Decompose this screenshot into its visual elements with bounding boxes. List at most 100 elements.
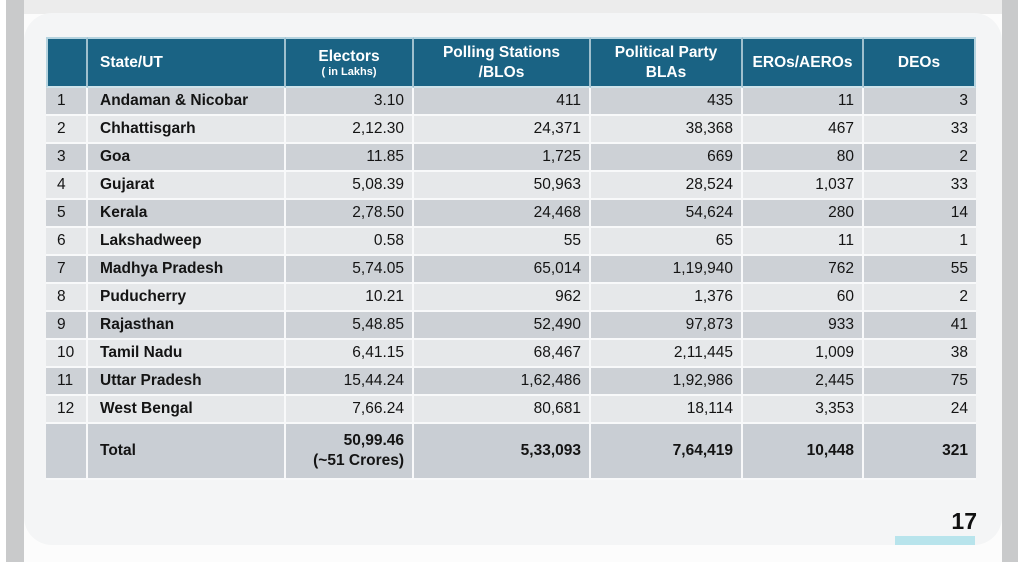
table-row: 1 Andaman & Nicobar 3.10 411 435 11 3	[46, 88, 976, 116]
cell-state: Chhattisgarh	[88, 116, 286, 144]
header-cell-political-party-blas: Political Party BLAs	[591, 37, 743, 88]
cell-eros: 280	[743, 200, 864, 228]
header-label: BLAs	[645, 63, 687, 81]
total-electors-value: 50,99.46	[343, 431, 404, 449]
cell-polling-stations: 24,371	[414, 116, 591, 144]
cell-party-blas: 2,11,445	[591, 340, 743, 368]
table-total-row: Total 50,99.46 (~51 Crores) 5,33,093 7,6…	[46, 424, 976, 480]
cell-polling-stations: 1,62,486	[414, 368, 591, 396]
total-electors-note: (~51 Crores)	[313, 452, 404, 469]
cell-deos: 55	[864, 256, 976, 284]
cell-state: Andaman & Nicobar	[88, 88, 286, 116]
cell-polling-stations: 50,963	[414, 172, 591, 200]
cell-row-number: 9	[46, 312, 88, 340]
cell-polling-stations: 55	[414, 228, 591, 256]
cell-deos: 2	[864, 144, 976, 172]
cell-polling-stations: 962	[414, 284, 591, 312]
cell-deos: 14	[864, 200, 976, 228]
cell-party-blas: 669	[591, 144, 743, 172]
cell-party-blas: 65	[591, 228, 743, 256]
header-cell-deos: DEOs	[864, 37, 976, 88]
header-cell-eros-aeros: EROs/AEROs	[743, 37, 864, 88]
cell-electors: 10.21	[286, 284, 414, 312]
cell-eros: 762	[743, 256, 864, 284]
cell-deos: 38	[864, 340, 976, 368]
cell-total-party-blas: 7,64,419	[591, 424, 743, 480]
table-row: 10 Tamil Nadu 6,41.15 68,467 2,11,445 1,…	[46, 340, 976, 368]
cell-party-blas: 18,114	[591, 396, 743, 424]
cell-polling-stations: 65,014	[414, 256, 591, 284]
left-edge-white	[0, 0, 6, 562]
header-cell-state: State/UT	[88, 37, 286, 88]
cell-party-blas: 1,19,940	[591, 256, 743, 284]
table-row: 12 West Bengal 7,66.24 80,681 18,114 3,3…	[46, 396, 976, 424]
cell-total-polling-stations: 5,33,093	[414, 424, 591, 480]
header-cell-polling-stations: Polling Stations /BLOs	[414, 37, 591, 88]
cell-party-blas: 28,524	[591, 172, 743, 200]
cell-deos: 33	[864, 116, 976, 144]
cell-state: Kerala	[88, 200, 286, 228]
cell-polling-stations: 411	[414, 88, 591, 116]
header-cell-electors: Electors ( in Lakhs)	[286, 37, 414, 88]
cell-party-blas: 38,368	[591, 116, 743, 144]
table-row: 2 Chhattisgarh 2,12.30 24,371 38,368 467…	[46, 116, 976, 144]
cell-deos: 41	[864, 312, 976, 340]
cell-row-number: 2	[46, 116, 88, 144]
cell-deos: 75	[864, 368, 976, 396]
cell-eros: 60	[743, 284, 864, 312]
cell-row-number: 6	[46, 228, 88, 256]
cell-deos: 3	[864, 88, 976, 116]
cell-party-blas: 1,92,986	[591, 368, 743, 396]
cell-total-eros: 10,448	[743, 424, 864, 480]
cell-row-number: 4	[46, 172, 88, 200]
cell-electors: 2,12.30	[286, 116, 414, 144]
right-edge-gray	[1002, 0, 1018, 562]
right-edge-white	[1018, 0, 1024, 562]
cell-electors: 5,48.85	[286, 312, 414, 340]
cell-polling-stations: 24,468	[414, 200, 591, 228]
cell-eros: 80	[743, 144, 864, 172]
table-row: 11 Uttar Pradesh 15,44.24 1,62,486 1,92,…	[46, 368, 976, 396]
table-row: 8 Puducherry 10.21 962 1,376 60 2	[46, 284, 976, 312]
table-row: 7 Madhya Pradesh 5,74.05 65,014 1,19,940…	[46, 256, 976, 284]
cell-state: Uttar Pradesh	[88, 368, 286, 396]
cell-eros: 1,037	[743, 172, 864, 200]
cell-polling-stations: 68,467	[414, 340, 591, 368]
electoral-statistics-table: State/UT Electors ( in Lakhs) Polling St…	[46, 37, 976, 480]
cell-electors: 2,78.50	[286, 200, 414, 228]
header-label: State/UT	[100, 53, 163, 71]
cell-state: Goa	[88, 144, 286, 172]
table-row: 3 Goa 11.85 1,725 669 80 2	[46, 144, 976, 172]
cell-eros: 467	[743, 116, 864, 144]
cell-total-electors: 50,99.46 (~51 Crores)	[286, 424, 414, 480]
header-label: Political Party	[614, 44, 718, 62]
header-label: Polling Stations	[442, 44, 561, 62]
table-header-row: State/UT Electors ( in Lakhs) Polling St…	[46, 37, 976, 88]
cell-eros: 11	[743, 88, 864, 116]
header-label: Electors	[318, 47, 380, 65]
cell-party-blas: 97,873	[591, 312, 743, 340]
cell-party-blas: 435	[591, 88, 743, 116]
cell-row-number	[46, 424, 88, 480]
cell-row-number: 3	[46, 144, 88, 172]
cell-electors: 5,08.39	[286, 172, 414, 200]
cell-party-blas: 54,624	[591, 200, 743, 228]
cell-row-number: 11	[46, 368, 88, 396]
cell-eros: 11	[743, 228, 864, 256]
table-row: 6 Lakshadweep 0.58 55 65 11 1	[46, 228, 976, 256]
cell-state: Gujarat	[88, 172, 286, 200]
cell-eros: 2,445	[743, 368, 864, 396]
cell-electors: 11.85	[286, 144, 414, 172]
top-edge-strip	[24, 0, 1002, 14]
page-number-accent-bar	[895, 536, 975, 545]
cell-deos: 2	[864, 284, 976, 312]
cell-electors: 7,66.24	[286, 396, 414, 424]
cell-polling-stations: 1,725	[414, 144, 591, 172]
cell-deos: 33	[864, 172, 976, 200]
cell-deos: 24	[864, 396, 976, 424]
header-sublabel: ( in Lakhs)	[321, 66, 377, 79]
cell-electors: 5,74.05	[286, 256, 414, 284]
cell-electors: 15,44.24	[286, 368, 414, 396]
cell-polling-stations: 52,490	[414, 312, 591, 340]
header-label: DEOs	[897, 53, 941, 71]
